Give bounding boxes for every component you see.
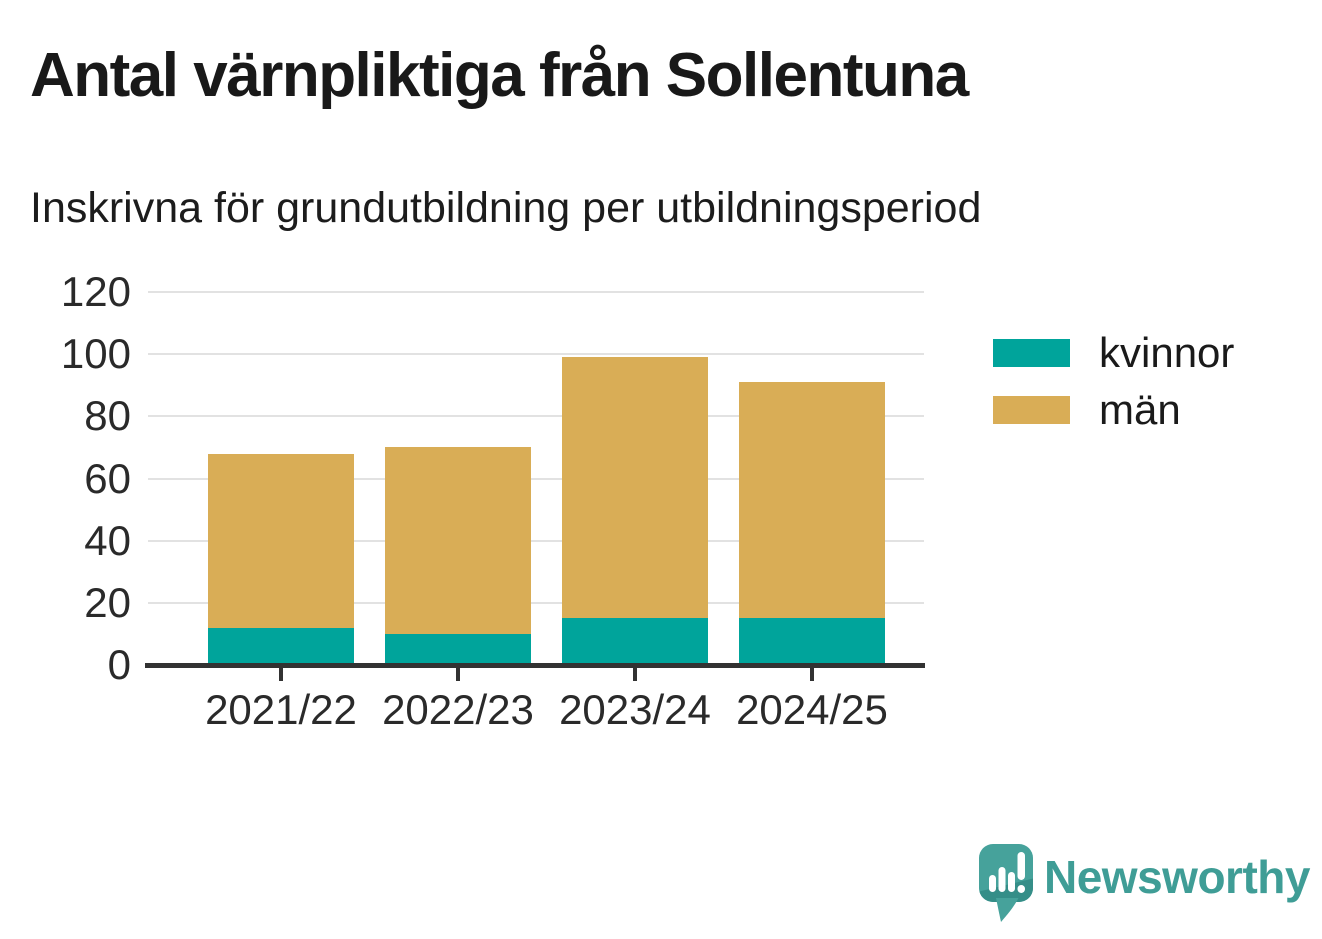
gridline: [148, 539, 924, 542]
legend-item-kvinnor: kvinnor: [993, 332, 1234, 374]
y-axis-tick-label: 60: [84, 454, 131, 502]
legend-label: män: [1099, 386, 1181, 433]
x-axis-tick: [279, 668, 283, 681]
legend-item-män: män: [993, 389, 1234, 431]
bar-segment-kvinnor: [562, 618, 708, 665]
chart-title: Antal värnpliktiga från Sollentuna: [30, 41, 969, 110]
legend: kvinnor män: [993, 332, 1234, 431]
x-axis-tick-label: 2022/23: [382, 686, 534, 733]
gridline: [148, 291, 924, 293]
chart-subtitle: Inskrivna för grundutbildning per utbild…: [30, 184, 982, 232]
y-axis-tick-label: 40: [84, 516, 131, 564]
y-axis-tick-label: 80: [84, 392, 131, 440]
brand-wordmark: Newsworthy: [1044, 851, 1310, 903]
y-axis-tick-label: 20: [84, 578, 131, 626]
bar-segment-kvinnor: [385, 633, 531, 665]
bar-segment-män: [385, 447, 531, 634]
y-axis-tick-label: 100: [60, 330, 131, 378]
legend-label: kvinnor: [1099, 329, 1235, 376]
x-axis-tick-label: 2023/24: [559, 686, 711, 733]
gridline: [148, 353, 924, 356]
bar-segment-kvinnor: [739, 618, 885, 665]
x-axis-tick-label: 2024/25: [736, 686, 888, 733]
x-axis-tick-label: 2021/22: [205, 686, 357, 733]
bar-segment-män: [739, 382, 885, 619]
bar-segment-män: [562, 357, 708, 619]
gridline: [148, 477, 924, 480]
newsworthy-logo-icon: [979, 844, 1033, 922]
bar-segment-kvinnor: [208, 627, 354, 665]
x-axis-tick: [633, 668, 637, 681]
x-axis-tick: [456, 668, 460, 681]
x-axis-tick: [810, 668, 814, 681]
gridline: [148, 601, 924, 604]
y-axis-tick-label: 0: [107, 641, 131, 688]
x-axis-line: [145, 663, 925, 668]
legend-swatch: [993, 396, 1070, 424]
gridline: [148, 415, 924, 418]
legend-swatch: [993, 339, 1070, 367]
y-axis-tick-label: 120: [60, 268, 131, 315]
bar-segment-män: [208, 453, 354, 628]
